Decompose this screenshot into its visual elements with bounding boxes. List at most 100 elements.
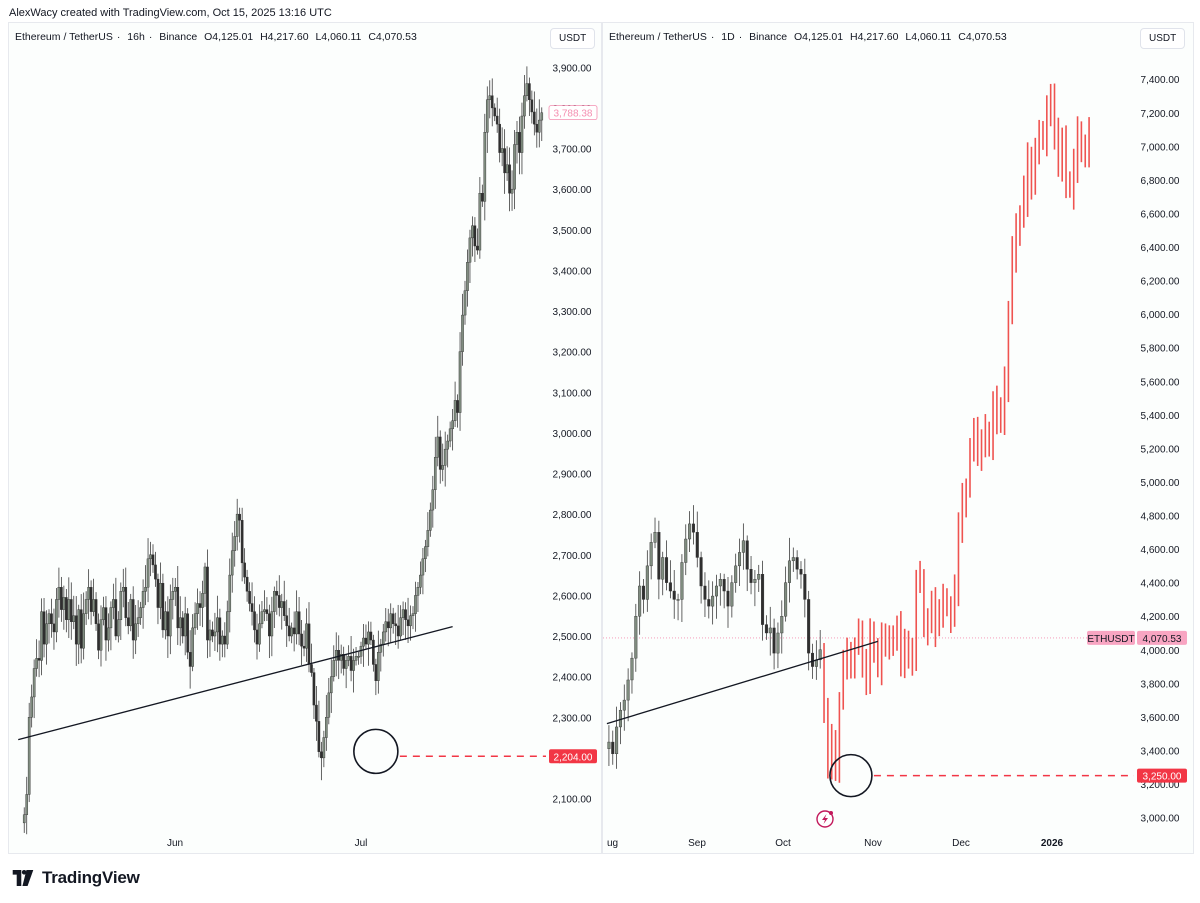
candle-body	[57, 587, 61, 600]
right-chart-pane[interactable]: Ethereum / TetherUS · 1D · Binance O4,125.…	[602, 22, 1194, 854]
right-currency-button[interactable]: USDT	[1140, 28, 1186, 49]
candle-body	[424, 546, 427, 560]
candle-body	[193, 613, 197, 629]
candle-body	[707, 599, 711, 607]
candle-body	[273, 591, 276, 612]
candle-body	[240, 520, 244, 564]
candle-body	[141, 591, 145, 608]
y-tick-label: 3,300.00	[553, 307, 592, 318]
candle-body	[530, 99, 534, 113]
candle-body	[406, 619, 410, 627]
candle-body	[84, 599, 88, 614]
candle-body	[451, 420, 454, 430]
candle-body	[295, 611, 298, 635]
x-tick-label: Jun	[167, 838, 183, 849]
candle-body	[280, 601, 284, 608]
right-high: H4,217.60	[849, 31, 899, 43]
y-tick-label: 7,200.00	[1141, 109, 1180, 120]
candle-body	[198, 603, 202, 608]
candle-body	[672, 590, 676, 600]
y-tick-label: 4,000.00	[1141, 646, 1180, 657]
candle-body	[149, 554, 152, 560]
candle-body	[490, 95, 494, 109]
candle-body	[342, 654, 345, 669]
candle-body	[119, 591, 123, 620]
candle-body	[446, 440, 449, 450]
right-close: C4,070.53	[958, 31, 1007, 43]
y-tick-label: 5,200.00	[1141, 444, 1180, 455]
tradingview-logo[interactable]: TradingView	[10, 868, 140, 888]
candle-body	[615, 726, 619, 755]
candle-body	[525, 83, 529, 96]
candle-body	[144, 587, 147, 592]
y-tick-label: 5,000.00	[1141, 478, 1180, 489]
candle-body	[171, 591, 175, 600]
candle-body	[523, 95, 526, 117]
candle-body	[818, 649, 822, 661]
candle-body	[250, 603, 254, 612]
left-currency-button[interactable]: USDT	[550, 28, 596, 49]
candle-body	[515, 132, 519, 145]
candle-body	[463, 290, 467, 316]
candle-body	[216, 617, 219, 633]
left-exchange: Binance	[159, 31, 198, 43]
y-tick-label: 7,000.00	[1141, 142, 1180, 153]
candle-body	[481, 193, 484, 202]
candle-body	[35, 658, 38, 669]
candle-body	[456, 400, 459, 413]
candle-body	[161, 582, 165, 631]
left-chart-pane[interactable]: Ethereum / TetherUS · 16h · Binance O4,125…	[8, 22, 602, 854]
candle-body	[764, 624, 768, 634]
candle-body	[738, 552, 742, 567]
candle-body	[248, 591, 251, 604]
candle-body	[221, 635, 224, 645]
candle-body	[416, 587, 420, 596]
candle-body	[461, 314, 464, 352]
candle-body	[441, 465, 445, 470]
candle-body	[453, 400, 457, 421]
left-chart-canvas: 3,900.003,800.003,700.003,600.003,500.00…	[18, 63, 598, 849]
candle-body	[520, 115, 524, 153]
candle-body	[438, 436, 442, 470]
candle-body	[381, 631, 385, 645]
candle-body	[329, 676, 333, 694]
candle-body	[638, 585, 642, 617]
candle-body	[112, 599, 115, 608]
candle-body	[503, 148, 506, 174]
candle-body	[607, 741, 611, 749]
candle-body	[154, 564, 157, 580]
candle-body	[211, 629, 214, 637]
candle-body	[203, 566, 207, 594]
candle-body	[104, 607, 108, 641]
candle-body	[498, 123, 501, 153]
candle-body	[305, 623, 308, 649]
candle-body	[253, 611, 256, 631]
candle-body	[404, 609, 407, 620]
candle-body	[228, 574, 232, 612]
candle-body	[513, 144, 516, 190]
candle-body	[349, 656, 353, 671]
right-low: L4,060.11	[905, 31, 952, 43]
support-price-label: 3,250.00	[1143, 772, 1182, 783]
candle-body	[357, 656, 360, 658]
candle-body	[196, 603, 199, 614]
candle-body	[505, 164, 509, 174]
candle-body	[37, 658, 41, 661]
candle-body	[97, 623, 100, 651]
candle-body	[233, 536, 237, 551]
left-symbol: Ethereum / TetherUS	[15, 31, 113, 43]
candle-body	[223, 635, 227, 645]
y-tick-label: 2,900.00	[553, 470, 592, 481]
candle-body	[776, 632, 780, 654]
y-tick-label: 3,600.00	[1141, 713, 1180, 724]
candle-body	[665, 557, 669, 583]
candle-body	[372, 639, 375, 665]
y-tick-label: 2,400.00	[553, 673, 592, 684]
candle-body	[787, 560, 791, 583]
candle-body	[528, 83, 531, 100]
y-tick-label: 6,400.00	[1141, 243, 1180, 254]
candle-body	[270, 611, 274, 637]
candle-body	[411, 613, 415, 616]
candle-body	[730, 582, 734, 607]
candle-body	[657, 532, 661, 580]
